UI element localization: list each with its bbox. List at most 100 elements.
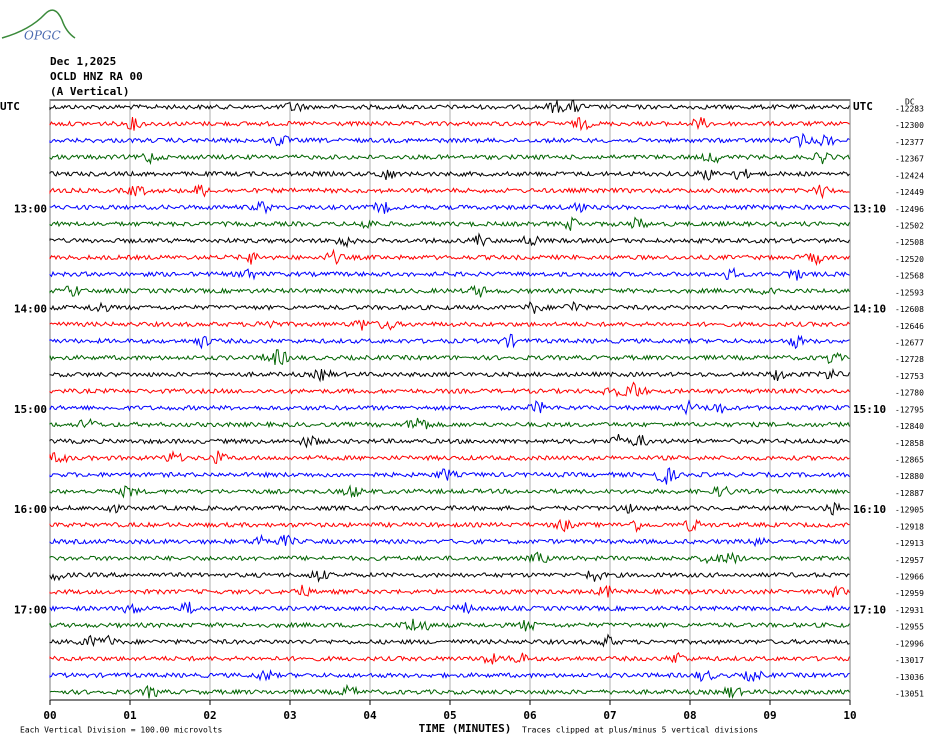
trace [49,248,850,267]
trace-offset: -12608 [895,305,924,314]
trace [49,99,850,114]
trace-offset: -12496 [895,205,924,214]
x-tick-label: 10 [843,709,856,722]
trace [49,319,850,331]
trace-offset: -13036 [895,673,924,682]
trace-offset: -12677 [895,339,924,348]
x-tick-label: 03 [283,709,296,722]
x-axis-label: TIME (MINUTES) [419,722,512,735]
x-tick-label: 01 [123,709,137,722]
right-time-label: 17:10 [853,603,886,616]
trace-offset: -12300 [895,121,924,130]
trace [49,381,850,398]
trace [49,216,850,231]
trace [49,501,850,516]
trace-offset: -12865 [895,456,924,465]
trace [49,417,850,430]
trace-offset: -12508 [895,238,924,247]
logo: OPGC [1,9,76,43]
trace [49,683,850,700]
trace-offset: -12840 [895,422,924,431]
left-time-label: UTC [0,100,20,113]
logo-mark [1,9,76,39]
right-time-label: 15:10 [853,403,886,416]
right-time-label: 13:10 [853,202,886,215]
trace [49,633,850,648]
trace-offset: -12996 [895,639,924,648]
trace [49,116,850,132]
trace [49,584,850,598]
trace-offset: -12593 [895,288,924,297]
trace-offset: -12957 [895,556,924,565]
dc-label: DC [905,98,915,107]
left-time-label: 13:00 [14,202,47,215]
x-tick-label: 00 [43,709,56,722]
trace-offset: -12795 [895,405,924,414]
trace-offset: -12502 [895,222,924,231]
trace-offset: -12367 [895,155,924,164]
trace [49,601,850,615]
trace [49,399,850,416]
trace-offset: -12913 [895,539,924,548]
trace-offset: -12520 [895,255,924,264]
trace [49,450,850,464]
trace-offset: -13051 [895,690,924,699]
trace [49,669,850,683]
trace [49,551,850,565]
trace [49,367,850,383]
x-tick-label: 06 [523,709,537,722]
trace [49,168,850,181]
trace-offset: -12568 [895,272,924,281]
trace-offset: -12918 [895,522,924,531]
title-line: OCLD HNZ RA 00 [50,70,143,83]
trace [49,484,850,499]
left-time-label: 17:00 [14,603,47,616]
footer-left: Each Vertical Division = 100.00 microvol… [20,726,222,735]
logo-text: OPGC [24,29,61,43]
trace [49,232,850,249]
trace-offset: -12955 [895,623,924,632]
x-tick-label: 05 [443,709,456,722]
trace-offset: -12424 [895,171,924,180]
title-line: Dec 1,2025 [50,55,116,68]
x-tick-label: 02 [203,709,216,722]
trace [49,284,850,298]
trace-offset: -12780 [895,389,924,398]
trace-offset: -12887 [895,489,924,498]
trace-offset: -12753 [895,372,924,381]
trace [49,333,850,350]
trace-offset: -12728 [895,355,924,364]
title-line: (A Vertical) [50,85,129,98]
trace [49,433,850,449]
trace [49,533,850,548]
trace-offset: -12377 [895,138,924,147]
trace [49,652,850,665]
trace-offset: -12966 [895,573,924,582]
trace-offset: -13017 [895,656,924,665]
trace [49,618,850,632]
trace-offset: -12959 [895,589,924,598]
trace [49,266,850,281]
left-time-label: 14:00 [14,303,47,316]
right-time-label: UTC [853,100,873,113]
footer-right: Traces clipped at plus/minus 5 vertical … [522,726,758,735]
trace [49,200,850,215]
trace [49,518,850,534]
left-time-label: 16:00 [14,503,47,516]
trace [49,151,850,166]
right-time-label: 14:10 [853,303,886,316]
trace-offset: -12931 [895,606,924,615]
trace [49,569,850,583]
trace [49,300,850,314]
trace [49,132,850,149]
trace [49,183,850,200]
x-tick-label: 09 [763,709,776,722]
x-tick-label: 08 [683,709,696,722]
trace-offset: -12283 [895,105,924,114]
trace [49,467,850,485]
left-time-label: 15:00 [14,403,47,416]
right-time-label: 16:10 [853,503,886,516]
trace-offset: -12880 [895,472,924,481]
trace-offset: -12858 [895,439,924,448]
